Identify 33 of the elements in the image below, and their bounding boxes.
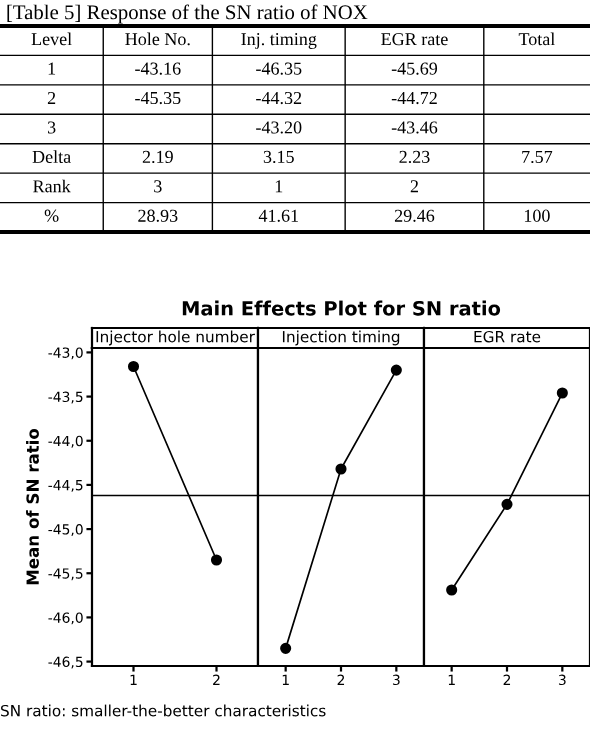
text: % <box>44 209 59 222</box>
category-label: Hole No. <box>125 32 190 46</box>
text: -43.20 <box>256 121 302 134</box>
text: -43.16 <box>135 62 181 75</box>
text: [Table 5] Response of the SN ratio of NOX <box>7 4 368 24</box>
text: Rank <box>33 179 71 193</box>
text: 3.15 <box>263 150 294 164</box>
y-axis-title: Mean of SN ratio <box>26 428 39 585</box>
text: 41.61 <box>258 209 298 222</box>
text: -45.69 <box>391 62 438 75</box>
text: 7.57 <box>522 150 553 164</box>
text: 2.23 <box>399 150 430 164</box>
text: 100 <box>524 209 550 222</box>
text: 29.46 <box>394 209 435 222</box>
text: Main Effects Plot for SN ratio <box>182 300 501 316</box>
text: 28.93 <box>138 209 178 222</box>
text: 3 <box>154 180 162 193</box>
text: -43.46 <box>391 121 438 134</box>
text: 3 <box>47 121 56 134</box>
text: -44.72 <box>391 91 437 105</box>
text: 2.19 <box>142 150 173 164</box>
text: 2 <box>47 91 56 104</box>
category-label: EGR rate <box>381 33 448 46</box>
text: -44.32 <box>256 91 302 105</box>
text: 2 <box>410 180 418 193</box>
text: Delta <box>32 150 71 163</box>
text: 1 <box>48 62 56 75</box>
category-label: Inj. timing <box>241 33 317 49</box>
text: -46.35 <box>256 62 302 75</box>
category-label: Level <box>31 32 72 46</box>
text: 1 <box>275 180 283 193</box>
text: -45.35 <box>135 91 181 105</box>
category-label: Total <box>518 32 555 46</box>
